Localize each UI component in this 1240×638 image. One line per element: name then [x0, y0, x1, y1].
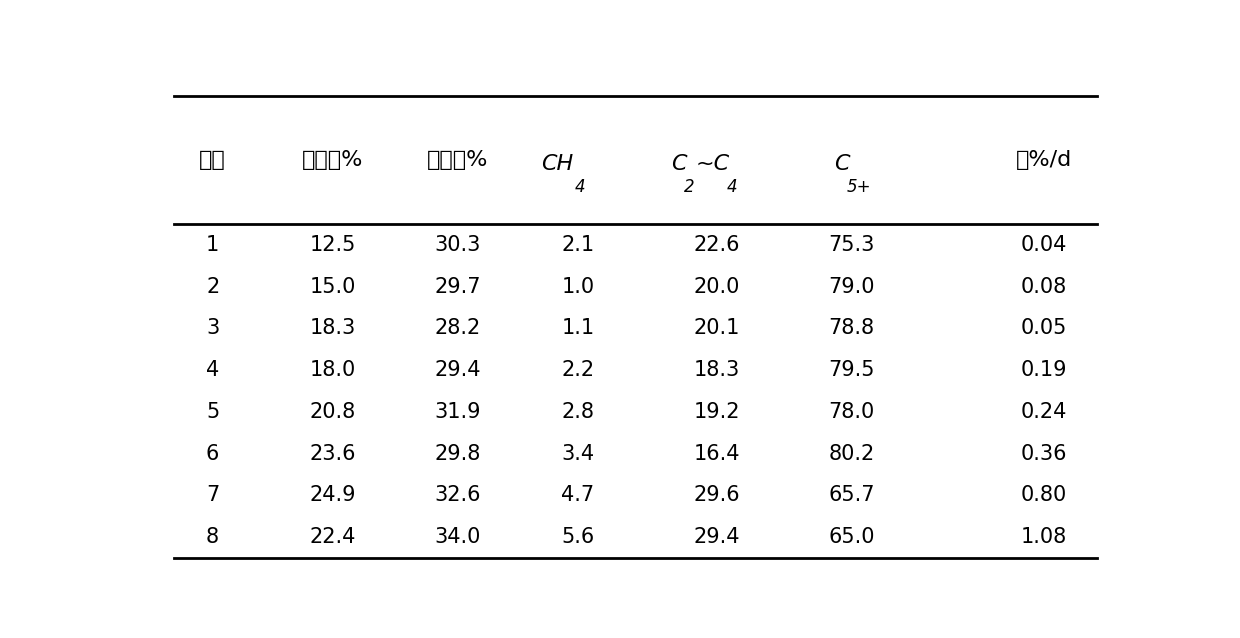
Text: 15.0: 15.0: [310, 277, 356, 297]
Text: 18.3: 18.3: [694, 360, 740, 380]
Text: 29.7: 29.7: [434, 277, 481, 297]
Text: 4: 4: [575, 178, 585, 196]
Text: 5.6: 5.6: [562, 527, 594, 547]
Text: 2.8: 2.8: [562, 402, 594, 422]
Text: 18.3: 18.3: [310, 318, 356, 338]
Text: 0.80: 0.80: [1021, 486, 1068, 505]
Text: 65.7: 65.7: [828, 486, 875, 505]
Text: 4: 4: [206, 360, 219, 380]
Text: 28.2: 28.2: [434, 318, 481, 338]
Text: 16.4: 16.4: [694, 443, 740, 464]
Text: 2: 2: [683, 178, 694, 196]
Text: 5+: 5+: [847, 178, 872, 196]
Text: 23.6: 23.6: [310, 443, 356, 464]
Text: 0.24: 0.24: [1021, 402, 1068, 422]
Text: 29.4: 29.4: [694, 527, 740, 547]
Text: 78.8: 78.8: [828, 318, 874, 338]
Text: 19.2: 19.2: [694, 402, 740, 422]
Text: 29.6: 29.6: [694, 486, 740, 505]
Text: 75.3: 75.3: [828, 235, 875, 255]
Text: 1: 1: [206, 235, 219, 255]
Text: 0.19: 0.19: [1021, 360, 1068, 380]
Text: 2.2: 2.2: [562, 360, 594, 380]
Text: 32.6: 32.6: [434, 486, 481, 505]
Text: 3.4: 3.4: [562, 443, 594, 464]
Text: 20.0: 20.0: [694, 277, 740, 297]
Text: C: C: [671, 154, 687, 174]
Text: 率%/d: 率%/d: [1016, 150, 1073, 170]
Text: 0.04: 0.04: [1021, 235, 1068, 255]
Text: 30.3: 30.3: [434, 235, 481, 255]
Text: CH: CH: [541, 154, 573, 174]
Text: 编号: 编号: [200, 150, 226, 170]
Text: 2.1: 2.1: [562, 235, 594, 255]
Text: 12.5: 12.5: [310, 235, 356, 255]
Text: 0.08: 0.08: [1021, 277, 1068, 297]
Text: 6: 6: [206, 443, 219, 464]
Text: 1.08: 1.08: [1021, 527, 1068, 547]
Text: 34.0: 34.0: [434, 527, 481, 547]
Text: 4: 4: [727, 178, 738, 196]
Text: 1.1: 1.1: [562, 318, 594, 338]
Text: 5: 5: [206, 402, 219, 422]
Text: 0.36: 0.36: [1021, 443, 1068, 464]
Text: 3: 3: [206, 318, 219, 338]
Text: 4.7: 4.7: [562, 486, 594, 505]
Text: 65.0: 65.0: [828, 527, 875, 547]
Text: 2: 2: [206, 277, 219, 297]
Text: 80.2: 80.2: [828, 443, 875, 464]
Text: 8: 8: [206, 527, 219, 547]
Text: 29.8: 29.8: [434, 443, 481, 464]
Text: 31.9: 31.9: [434, 402, 481, 422]
Text: 7: 7: [206, 486, 219, 505]
Text: 20.1: 20.1: [694, 318, 740, 338]
Text: 22.4: 22.4: [310, 527, 356, 547]
Text: 0.05: 0.05: [1021, 318, 1068, 338]
Text: ~C: ~C: [696, 154, 730, 174]
Text: 20.8: 20.8: [310, 402, 356, 422]
Text: C: C: [835, 154, 849, 174]
Text: 选择性%: 选择性%: [427, 150, 489, 170]
Text: 29.4: 29.4: [434, 360, 481, 380]
Text: 18.0: 18.0: [310, 360, 356, 380]
Text: 79.5: 79.5: [828, 360, 875, 380]
Text: 79.0: 79.0: [828, 277, 875, 297]
Text: 24.9: 24.9: [310, 486, 356, 505]
Text: 转化率%: 转化率%: [303, 150, 363, 170]
Text: 22.6: 22.6: [694, 235, 740, 255]
Text: 1.0: 1.0: [562, 277, 594, 297]
Text: 78.0: 78.0: [828, 402, 875, 422]
